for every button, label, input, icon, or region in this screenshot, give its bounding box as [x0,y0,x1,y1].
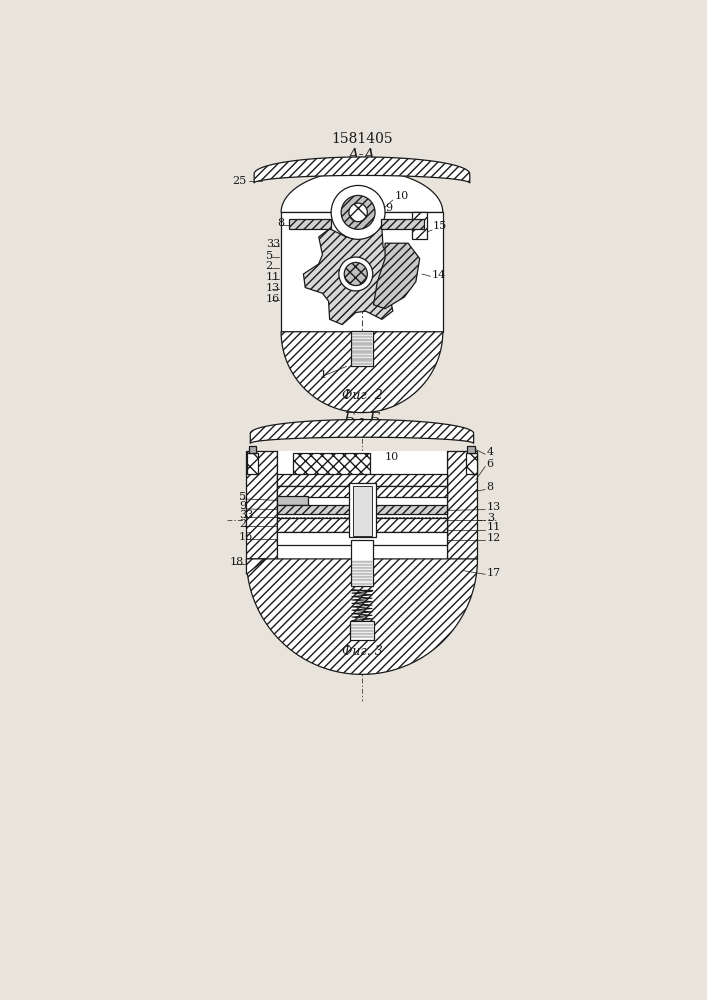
Text: 15: 15 [433,221,447,231]
Text: 33: 33 [266,239,280,249]
Text: 13: 13 [486,502,501,512]
Bar [249,446,257,453]
Text: 9: 9 [239,501,246,511]
Bar [381,219,423,229]
Bar [351,540,373,586]
Text: 18: 18 [230,557,244,567]
Text: 16: 16 [239,532,253,542]
Text: 2: 2 [239,519,246,529]
Bar [277,474,447,486]
Bar [277,505,447,514]
Bar [288,219,331,229]
Polygon shape [247,559,477,674]
Text: 3: 3 [486,513,493,523]
Text: 14: 14 [431,270,445,280]
Text: 10: 10 [395,191,409,201]
Bar [247,451,277,559]
Text: 11: 11 [266,272,280,282]
Bar [277,532,447,545]
Bar [277,451,447,559]
Text: 13: 13 [266,283,280,293]
Text: Б - Б: Б - Б [344,412,380,426]
Polygon shape [281,332,443,413]
Text: 10: 10 [385,452,399,462]
Bar [467,446,475,453]
Text: 8: 8 [486,482,493,492]
Bar [351,331,373,366]
Bar [281,212,443,332]
Text: 2: 2 [266,261,273,271]
Polygon shape [254,157,469,183]
Bar [350,620,374,640]
Text: 4: 4 [486,447,493,457]
Circle shape [349,203,368,222]
Circle shape [341,195,375,229]
Polygon shape [281,170,443,212]
Text: 9: 9 [385,203,392,213]
Polygon shape [250,420,474,443]
Circle shape [339,257,373,291]
Text: Фиг. 3: Фиг. 3 [341,645,382,658]
Text: 17: 17 [486,568,501,578]
Text: 6: 6 [486,459,493,469]
Bar [277,518,447,532]
Text: 11: 11 [486,522,501,532]
Bar [412,212,428,239]
Text: 12: 12 [486,533,501,543]
Text: 5: 5 [266,251,273,261]
Text: 1: 1 [320,370,327,380]
Polygon shape [247,559,266,574]
Bar [277,496,308,505]
Text: 5: 5 [239,492,246,502]
Bar [349,483,376,537]
Text: 1581405: 1581405 [331,132,393,146]
Bar [247,453,258,474]
Text: Фиг. 2: Фиг. 2 [341,389,382,402]
Text: А-А: А-А [348,148,376,162]
Bar [293,453,370,476]
Bar [447,451,477,559]
Bar [466,453,477,474]
Bar [277,486,447,497]
Polygon shape [303,223,408,325]
Circle shape [344,262,368,286]
Text: 25: 25 [232,176,247,186]
Text: 33: 33 [239,510,253,520]
Circle shape [331,185,385,239]
Text: 16: 16 [266,294,280,304]
Bar [353,486,372,536]
Text: 8: 8 [277,218,284,228]
Polygon shape [373,243,420,309]
